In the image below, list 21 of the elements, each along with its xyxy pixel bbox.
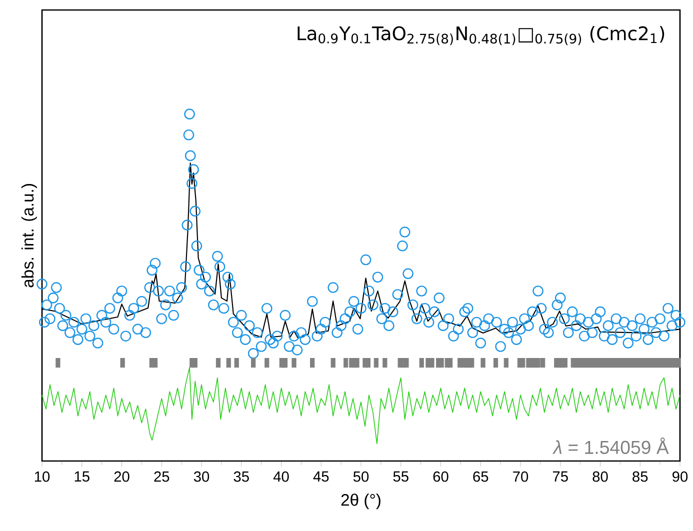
x-tick-label: 65 bbox=[473, 471, 488, 482]
x-axis-title: 2θ (°) bbox=[341, 494, 380, 510]
x-tick-label: 70 bbox=[513, 471, 528, 482]
x-tick-label: 80 bbox=[592, 471, 608, 482]
x-tick-label: 25 bbox=[154, 471, 170, 482]
y-axis-title: abs. int. (a.u.) bbox=[21, 184, 37, 288]
x-tick-label: 50 bbox=[353, 471, 369, 482]
annotation: λ = 1.54059 Å bbox=[552, 438, 669, 454]
x-tick-label: 35 bbox=[234, 471, 249, 482]
x-tick-label: 75 bbox=[552, 471, 568, 482]
chart-title: La$_{0.9}$Y$_{0.1}$TaO$_{2.75(8)}$N$_{0.48(1)}$□$_{0.75(9)}$ (Cmc2$_{1}$) bbox=[298, 26, 664, 46]
x-tick-label: 85 bbox=[632, 471, 648, 482]
x-tick-label: 60 bbox=[433, 471, 448, 482]
x-tick-label: 90 bbox=[672, 471, 688, 482]
x-tick-label: 40 bbox=[273, 471, 289, 482]
x-tick-label: 45 bbox=[313, 471, 329, 482]
x-tick-label: 10 bbox=[34, 471, 50, 482]
x-tick-label: 15 bbox=[74, 471, 90, 482]
x-tick-label: 55 bbox=[393, 471, 408, 482]
x-tick-label: 20 bbox=[114, 471, 130, 482]
x-tick-label: 30 bbox=[194, 471, 210, 482]
